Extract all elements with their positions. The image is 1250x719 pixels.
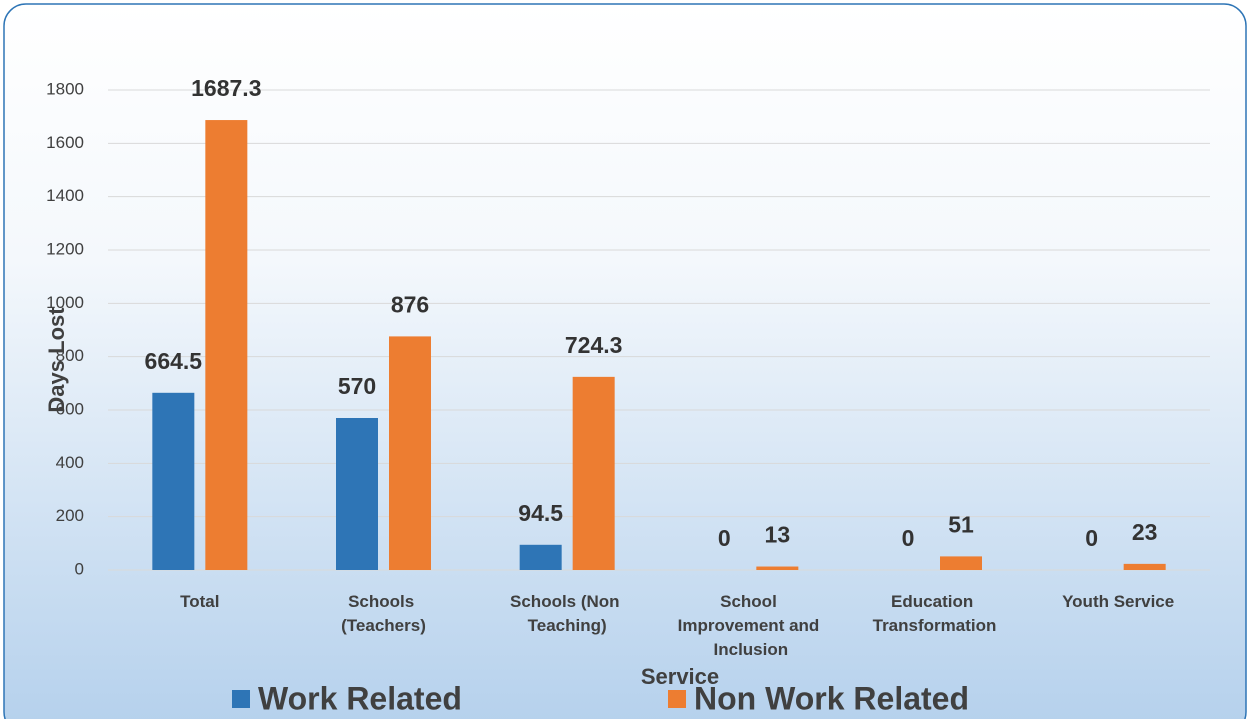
data-label: 724.3 — [565, 332, 623, 358]
bar — [572, 376, 615, 570]
data-label: 0 — [718, 525, 731, 551]
bar — [756, 566, 799, 570]
chart-frame — [3, 3, 1247, 719]
data-label: 13 — [765, 522, 791, 548]
data-label: 23 — [1132, 519, 1158, 545]
y-tick-label: 200 — [56, 506, 84, 525]
bar — [152, 392, 195, 570]
x-tick-label: Total — [180, 592, 219, 611]
data-label: 51 — [948, 511, 974, 537]
data-label: 0 — [902, 525, 915, 551]
data-label: 876 — [391, 291, 429, 317]
data-label: 94.5 — [518, 500, 563, 526]
y-tick-label: 400 — [56, 453, 84, 472]
legend-swatch — [668, 690, 686, 708]
y-tick-label: 1200 — [46, 239, 84, 258]
x-axis-title: Service — [641, 664, 719, 689]
bar — [336, 418, 378, 570]
y-tick-label: 800 — [56, 346, 84, 365]
bar — [519, 544, 562, 570]
y-axis-title: Days Lost — [44, 307, 69, 413]
bar — [940, 556, 982, 570]
legend-swatch — [232, 690, 250, 708]
legend-label: Work Related — [258, 680, 462, 716]
y-tick-label: 1000 — [46, 293, 84, 312]
x-tick-label: Education Transformation — [873, 592, 997, 635]
x-tick-label: Schools (Teachers) — [341, 592, 426, 635]
data-label: 570 — [338, 373, 376, 399]
y-tick-label: 1600 — [46, 133, 84, 152]
bar — [205, 120, 248, 570]
y-tick-label: 0 — [75, 559, 84, 578]
x-tick-label: Youth Service — [1062, 592, 1174, 611]
bar — [389, 336, 431, 570]
x-tick-label: School Improvement and Inclusion — [678, 592, 824, 659]
data-label: 664.5 — [145, 348, 203, 374]
legend-label: Non Work Related — [694, 680, 969, 716]
y-tick-label: 1400 — [46, 186, 84, 205]
data-label: 0 — [1085, 525, 1098, 551]
data-label: 1687.3 — [191, 75, 261, 101]
bar — [1123, 563, 1166, 570]
y-tick-label: 1800 — [46, 79, 84, 98]
x-tick-label: Schools (Non Teaching) — [510, 592, 624, 635]
y-tick-label: 600 — [56, 399, 84, 418]
